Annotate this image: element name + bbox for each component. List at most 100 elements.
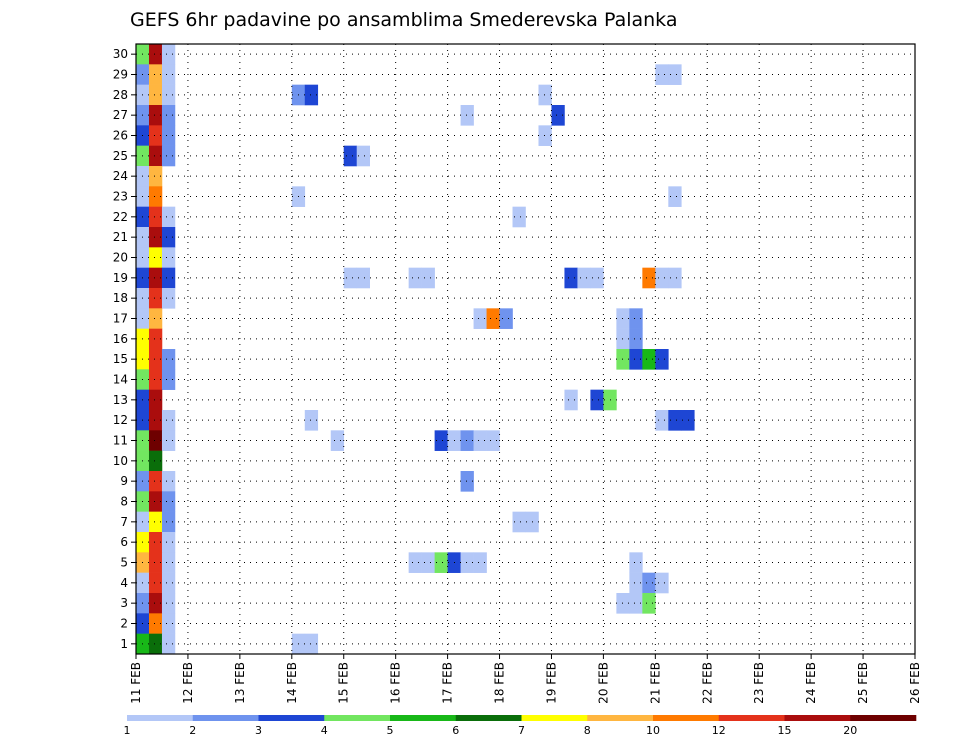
heatmap-cell	[538, 84, 552, 106]
legend-swatch	[850, 715, 917, 721]
heatmap-cell	[148, 105, 163, 126]
heatmap-cell	[421, 552, 435, 573]
heatmap-cell	[148, 288, 163, 309]
y-tick-label: 8	[120, 495, 128, 509]
legend-label: 2	[189, 724, 196, 737]
heatmap-cell	[512, 206, 526, 228]
heatmap-cell	[148, 166, 163, 187]
heatmap-cell	[408, 552, 422, 573]
heatmap-cell	[655, 267, 669, 289]
y-tick-label: 2	[120, 617, 128, 631]
legend-label: 4	[321, 724, 328, 737]
heatmap-cell	[148, 64, 163, 85]
y-tick-label: 23	[113, 190, 128, 204]
heatmap-cell	[668, 64, 682, 85]
y-tick-label: 14	[113, 373, 128, 387]
heatmap-cell	[304, 84, 319, 106]
heatmap-cell	[148, 206, 163, 228]
heatmap-cell	[473, 430, 487, 451]
heatmap-cell	[616, 349, 630, 370]
heatmap-cell	[356, 267, 370, 289]
y-tick-label: 27	[113, 108, 128, 122]
legend-swatch	[455, 715, 522, 721]
y-tick-label: 30	[113, 47, 128, 61]
precipitation-legend: 1 2 3 4 5 6 7 8 10 12 15 20	[124, 715, 917, 737]
y-tick-label: 21	[113, 230, 128, 244]
heatmap-cell	[434, 552, 448, 573]
heatmap-cell	[161, 430, 176, 451]
heatmap-cell	[408, 267, 422, 289]
heatmap-cell	[486, 430, 500, 451]
x-tick-label: 19 FEB	[544, 662, 558, 704]
heatmap-cell	[148, 369, 163, 390]
heatmap-cell	[304, 633, 319, 655]
chart-title: GEFS 6hr padavine po ansamblima Smederev…	[130, 9, 677, 31]
y-tick-label: 10	[113, 454, 128, 468]
heatmap-cell	[538, 125, 552, 146]
heatmap-cell	[148, 410, 163, 431]
x-tick-label: 15 FEB	[337, 662, 351, 704]
y-tick-label: 17	[113, 312, 128, 326]
heatmap-cell	[148, 511, 163, 533]
legend-label: 7	[518, 724, 525, 737]
heatmap-cell	[642, 349, 656, 370]
y-tick-label: 20	[113, 251, 128, 265]
x-tick-label: 22 FEB	[700, 662, 714, 704]
y-tick-label: 11	[113, 434, 128, 448]
heatmap-cell	[616, 328, 630, 350]
legend-swatch	[587, 715, 654, 721]
heatmap-cell	[161, 369, 176, 390]
heatmap-cell	[161, 471, 176, 492]
y-tick-label: 1	[120, 637, 128, 651]
legend-swatch	[784, 715, 851, 721]
heatmap-cell	[512, 511, 526, 533]
heatmap-cell	[148, 125, 163, 146]
x-tick-label: 21 FEB	[648, 662, 662, 704]
legend-swatch	[324, 715, 391, 721]
heatmap-cell	[161, 613, 176, 634]
heatmap-cell	[161, 288, 176, 309]
heatmap-cell	[161, 247, 176, 268]
heatmap-cell	[161, 593, 176, 614]
heatmap-cell	[161, 511, 176, 533]
dotted-grid	[136, 44, 915, 654]
y-tick-label: 4	[120, 576, 128, 590]
heatmap-cell	[161, 532, 176, 553]
heatmap-cell	[473, 308, 487, 329]
heatmap-cell	[161, 105, 176, 126]
heatmap-cell	[564, 389, 578, 411]
y-tick-label: 15	[113, 352, 128, 366]
x-tick-label: 24 FEB	[804, 662, 818, 704]
heatmap-cell	[148, 471, 163, 492]
x-axis-date-ticks: 11 FEB 12 FEB 13 FEB 14 FEB 15 FEB 16 FEB 17 F…	[129, 654, 922, 704]
heatmap-cell	[655, 572, 669, 594]
legend-label: 12	[712, 724, 726, 737]
legend-swatch	[390, 715, 457, 721]
heatmap-cell	[655, 349, 669, 370]
heatmap-cell	[460, 552, 474, 573]
heatmap-cell	[629, 328, 643, 350]
heatmap-cell	[590, 389, 604, 411]
x-tick-label: 25 FEB	[856, 662, 870, 704]
heatmap-cell	[148, 247, 163, 268]
y-tick-label: 18	[113, 291, 128, 305]
heatmap-cell	[330, 430, 345, 451]
heatmap-cell	[148, 532, 163, 553]
legend-label: 3	[255, 724, 262, 737]
heatmap-cell	[148, 349, 163, 370]
heatmap-cell	[148, 633, 163, 655]
x-tick-label: 16 FEB	[389, 662, 403, 704]
heatmap-cell	[148, 308, 163, 329]
y-tick-label: 3	[120, 596, 128, 610]
heatmap-cell	[642, 572, 656, 594]
heatmap-cell	[564, 267, 578, 289]
heatmap-cell	[629, 572, 643, 594]
heatmap-cell	[161, 572, 176, 594]
legend-swatch	[653, 715, 720, 721]
heatmap-cell	[148, 44, 163, 65]
legend-label: 6	[452, 724, 459, 737]
heatmap-cell	[161, 125, 176, 146]
legend-label: 8	[584, 724, 591, 737]
x-tick-label: 17 FEB	[441, 662, 455, 704]
